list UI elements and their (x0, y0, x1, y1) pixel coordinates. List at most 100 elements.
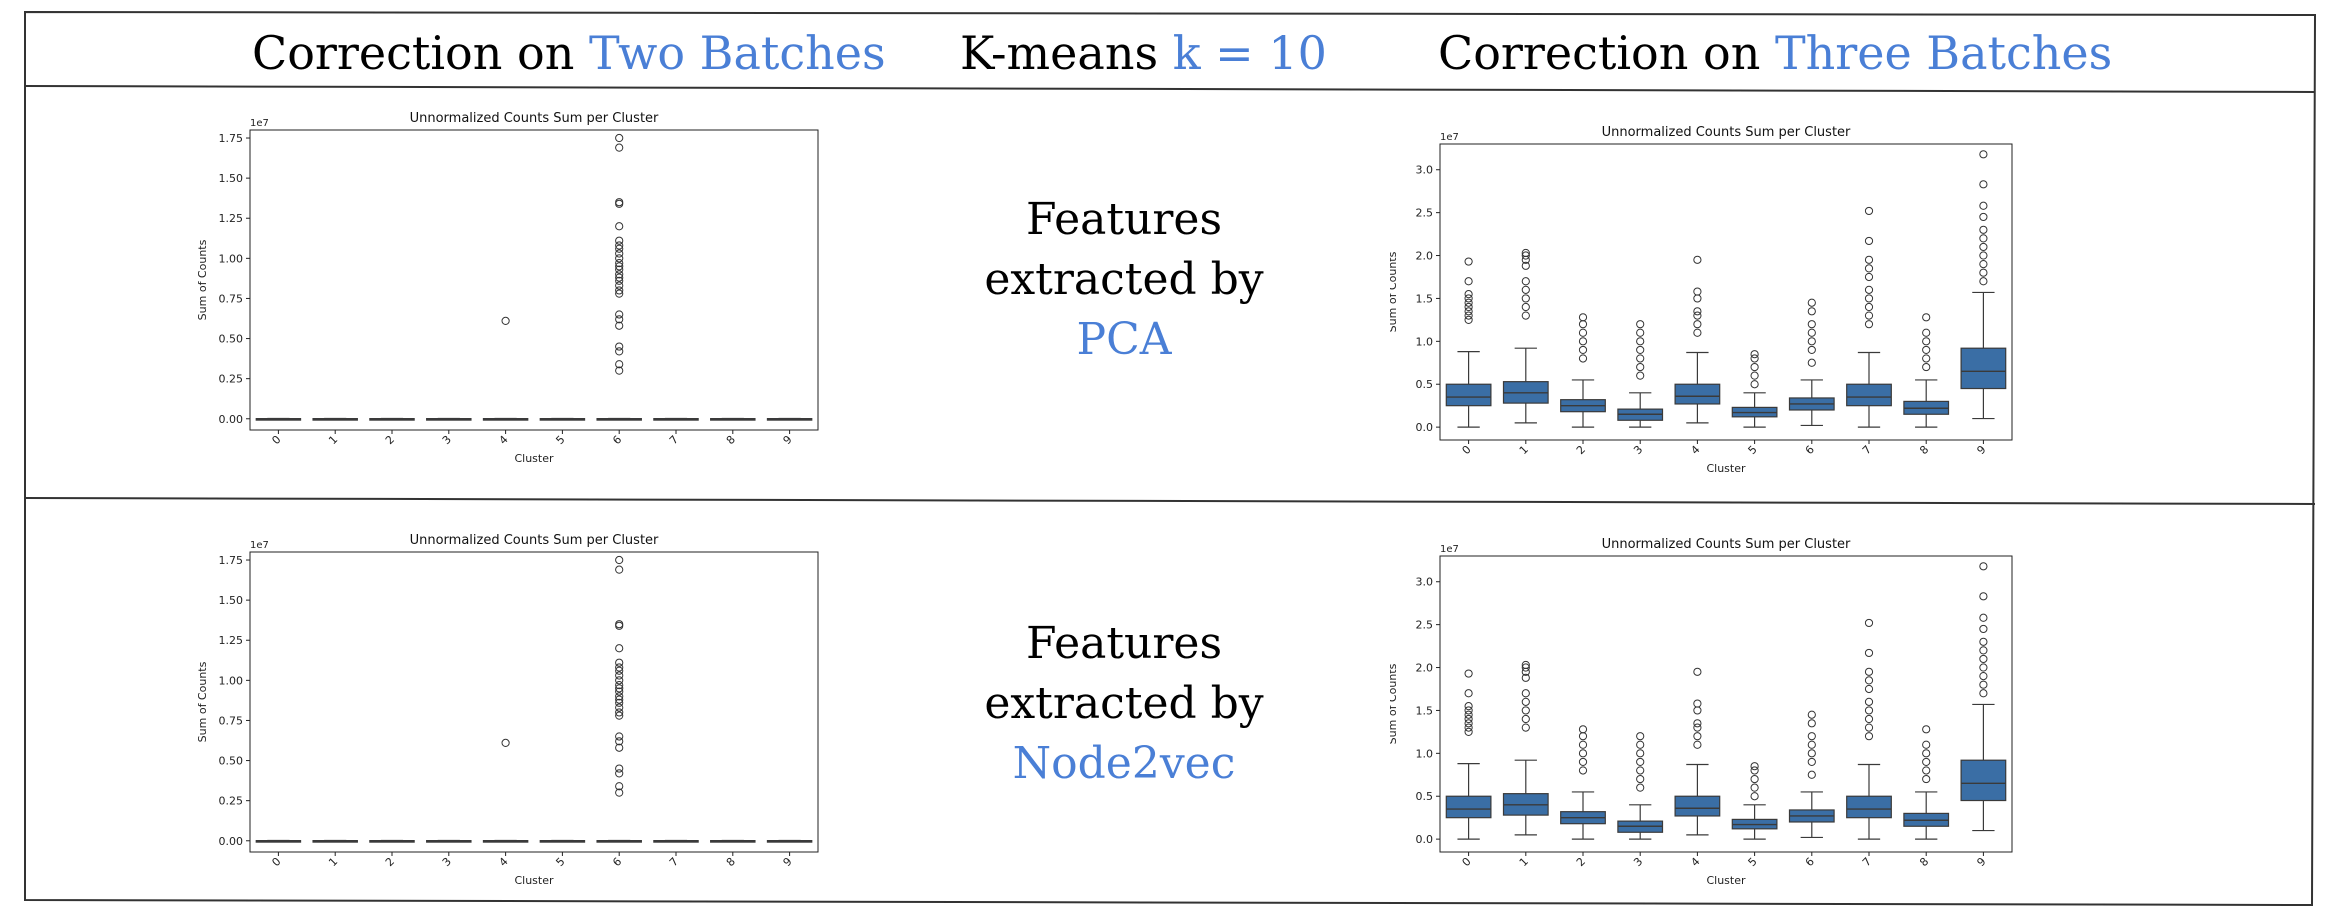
box-cluster-2 (369, 417, 415, 421)
outlier-point (1636, 774, 1645, 784)
outlier-point (1693, 287, 1702, 296)
outlier-point (1636, 371, 1645, 380)
x-tick-label: 2 (1574, 443, 1588, 457)
outlier-point (1750, 792, 1759, 801)
outlier-point (1864, 667, 1874, 676)
outlier-point (1750, 371, 1759, 380)
outlier-point (615, 321, 624, 330)
x-tick-label: 4 (1688, 855, 1702, 869)
outlier-point (615, 310, 624, 319)
outlier-point (615, 711, 624, 720)
y-axis-label: Sum of Counts (1390, 663, 1399, 744)
outlier-point (615, 286, 624, 295)
outlier-point (615, 687, 624, 696)
outlier-point (1807, 732, 1816, 741)
box-cluster-4 (482, 738, 529, 843)
feature-line2: extracted by (984, 678, 1264, 729)
box-cluster-5 (539, 839, 586, 843)
box-cluster-0 (255, 417, 302, 421)
outlier-point (615, 249, 624, 258)
outlier-point (1979, 234, 1988, 243)
outlier-point (1864, 264, 1874, 273)
x-tick-label: 1 (326, 433, 340, 447)
y-tick-label: 0.5 (1416, 790, 1434, 803)
box-iqr (1960, 347, 2007, 390)
outlier-point (1922, 354, 1931, 363)
box-cluster-7 (1846, 618, 1892, 840)
outlier-point (1922, 725, 1931, 734)
y-tick-label: 1.00 (219, 674, 244, 687)
outlier-point (1636, 749, 1645, 758)
outlier-point (1807, 345, 1816, 355)
outlier-point (1807, 337, 1816, 346)
header-divider (24, 85, 2316, 93)
box-cluster-2 (369, 839, 415, 843)
outlier-point (615, 236, 624, 245)
x-tick-label: 3 (440, 855, 454, 869)
header-left-prefix: Correction on (252, 26, 589, 80)
chart-title: Unnormalized Counts Sum per Cluster (410, 111, 659, 126)
header-center: K-means k = 10 (960, 22, 1327, 84)
outlier-point (615, 270, 624, 279)
outlier-point (1521, 248, 1530, 258)
outlier-point (1464, 307, 1473, 316)
outlier-point (615, 555, 624, 565)
outlier-point (1521, 261, 1530, 270)
outlier-point (1636, 362, 1645, 372)
feature-label-row2: Features extracted by Node2vec (934, 614, 1314, 794)
outlier-point (1922, 774, 1931, 784)
y-tick-label: 0.0 (1416, 833, 1434, 846)
x-tick-label: 6 (1803, 855, 1817, 869)
outlier-point (1807, 358, 1816, 367)
y-tick-label: 0.75 (219, 292, 244, 305)
y-tick-label: 1.0 (1416, 747, 1434, 760)
outlier-point (1922, 337, 1931, 346)
chart-title: Unnormalized Counts Sum per Cluster (1602, 125, 1851, 140)
box-cluster-6 (596, 133, 642, 421)
x-tick-label: 9 (1974, 855, 1988, 869)
outlier-point (615, 265, 624, 274)
y-tick-label: 2.5 (1416, 619, 1434, 632)
box-cluster-0 (1445, 669, 1492, 840)
x-axis-label: Cluster (1706, 462, 1746, 475)
x-tick-label: 0 (269, 433, 283, 447)
outlier-point (615, 366, 624, 375)
boxplot-chart-row1-three-batches: Unnormalized Counts Sum per Cluster 1e7 0.… (1390, 125, 2013, 475)
outlier-point (615, 737, 624, 746)
axis-offset-text: 1e7 (1440, 132, 1459, 143)
outlier-point (615, 565, 624, 574)
y-axis-label: Sum of Counts (1390, 251, 1399, 332)
outlier-point (1864, 706, 1874, 715)
x-tick-label: 8 (1917, 855, 1931, 869)
outlier-point (1979, 613, 1988, 622)
outlier-point (615, 259, 624, 268)
axis-offset-text: 1e7 (1440, 544, 1459, 555)
box-cluster-2 (1560, 313, 1606, 428)
x-tick-label: 5 (1746, 855, 1760, 869)
y-tick-label: 3.0 (1416, 576, 1434, 589)
box-cluster-0 (1445, 257, 1492, 428)
y-tick-label: 1.50 (219, 594, 244, 607)
outlier-point (1979, 562, 1988, 571)
x-tick-label: 5 (553, 855, 567, 869)
outlier-point (501, 316, 510, 326)
x-tick-label: 7 (1860, 443, 1874, 457)
outlier-point (615, 676, 624, 685)
x-tick-label: 4 (1688, 443, 1702, 457)
outlier-point (1922, 362, 1931, 372)
outlier-point (1521, 723, 1530, 732)
box-cluster-6 (596, 555, 642, 843)
outlier-point (1979, 212, 1988, 222)
x-tick-label: 0 (1460, 855, 1474, 869)
box-cluster-9 (1960, 150, 2007, 420)
y-tick-label: 1.75 (219, 132, 244, 145)
outlier-point (1864, 255, 1874, 264)
outlier-point (1578, 313, 1588, 322)
plot-area (1439, 555, 2013, 853)
y-axis-label: Sum of Counts (196, 239, 209, 320)
outlier-point (1636, 732, 1645, 741)
feature-line2: extracted by (984, 254, 1264, 305)
outlier-point (1979, 592, 1988, 601)
y-tick-label: 1.25 (219, 634, 244, 647)
box-cluster-7 (653, 417, 699, 421)
